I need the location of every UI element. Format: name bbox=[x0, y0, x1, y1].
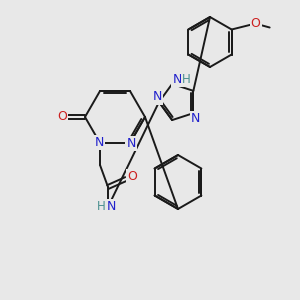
Text: O: O bbox=[251, 17, 261, 30]
Text: N: N bbox=[191, 112, 200, 125]
Text: N: N bbox=[172, 74, 182, 86]
Text: N: N bbox=[94, 136, 104, 149]
Text: H: H bbox=[97, 200, 105, 214]
Text: N: N bbox=[152, 91, 162, 103]
Text: O: O bbox=[57, 110, 67, 124]
Text: H: H bbox=[182, 74, 190, 86]
Text: N: N bbox=[126, 137, 136, 151]
Text: N: N bbox=[106, 200, 116, 214]
Text: O: O bbox=[127, 170, 137, 184]
